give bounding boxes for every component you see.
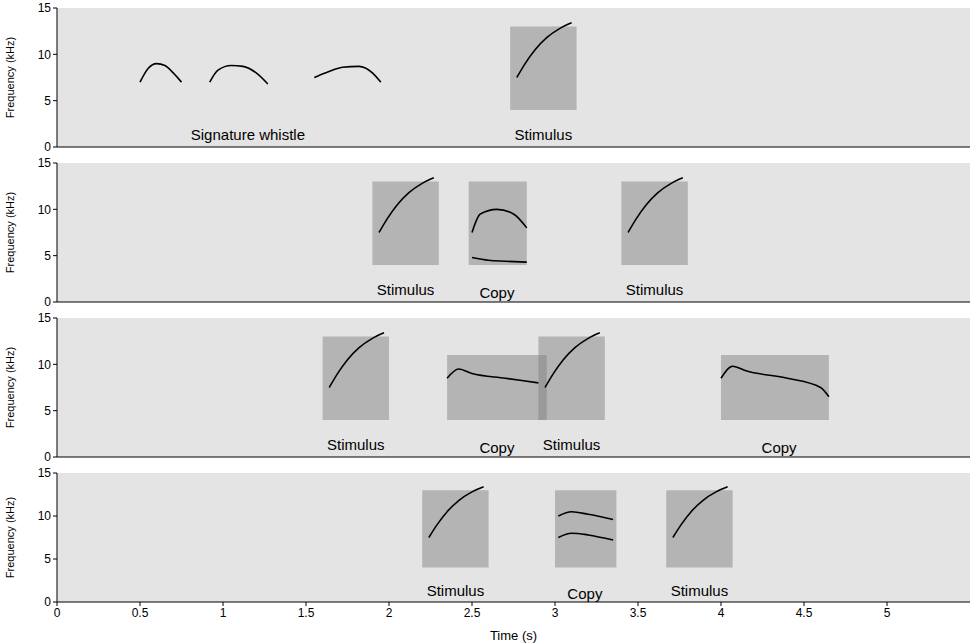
- svg-text:Copy: Copy: [479, 284, 515, 301]
- svg-text:Frequency (kHz): Frequency (kHz): [4, 497, 16, 578]
- svg-text:3: 3: [552, 606, 559, 620]
- svg-text:Copy: Copy: [479, 439, 515, 456]
- svg-text:3.5: 3.5: [630, 606, 647, 620]
- svg-text:10: 10: [38, 509, 52, 523]
- svg-text:Stimulus: Stimulus: [671, 582, 729, 599]
- svg-text:Frequency (kHz): Frequency (kHz): [4, 192, 16, 273]
- svg-text:5: 5: [44, 249, 51, 263]
- svg-text:0: 0: [44, 140, 51, 154]
- svg-text:15: 15: [38, 311, 52, 325]
- svg-text:Stimulus: Stimulus: [427, 582, 485, 599]
- svg-text:1.5: 1.5: [298, 606, 315, 620]
- svg-text:4: 4: [718, 606, 725, 620]
- svg-text:2.5: 2.5: [464, 606, 481, 620]
- svg-text:Time (s): Time (s): [490, 628, 537, 643]
- svg-text:5: 5: [44, 94, 51, 108]
- svg-text:4.5: 4.5: [796, 606, 813, 620]
- svg-text:10: 10: [38, 203, 52, 217]
- svg-text:15: 15: [38, 156, 52, 170]
- svg-text:Copy: Copy: [762, 439, 798, 456]
- svg-text:10: 10: [38, 48, 52, 62]
- svg-text:0: 0: [54, 606, 61, 620]
- svg-text:Stimulus: Stimulus: [543, 436, 601, 453]
- svg-text:0: 0: [44, 595, 51, 609]
- svg-text:10: 10: [38, 358, 52, 372]
- svg-text:Stimulus: Stimulus: [377, 281, 435, 298]
- svg-text:Stimulus: Stimulus: [626, 281, 684, 298]
- svg-text:Stimulus: Stimulus: [327, 436, 385, 453]
- svg-text:5: 5: [44, 552, 51, 566]
- svg-text:0.5: 0.5: [132, 606, 149, 620]
- svg-text:1: 1: [220, 606, 227, 620]
- svg-text:Frequency (kHz): Frequency (kHz): [4, 37, 16, 118]
- svg-text:0: 0: [44, 295, 51, 309]
- svg-text:Copy: Copy: [567, 585, 603, 602]
- svg-text:5: 5: [884, 606, 891, 620]
- svg-text:Stimulus: Stimulus: [515, 126, 573, 143]
- svg-text:5: 5: [44, 404, 51, 418]
- svg-text:Frequency (kHz): Frequency (kHz): [4, 347, 16, 428]
- svg-text:15: 15: [38, 466, 52, 480]
- svg-text:2: 2: [386, 606, 393, 620]
- svg-text:Signature whistle: Signature whistle: [191, 126, 305, 143]
- svg-text:15: 15: [38, 1, 52, 15]
- svg-text:0: 0: [44, 450, 51, 464]
